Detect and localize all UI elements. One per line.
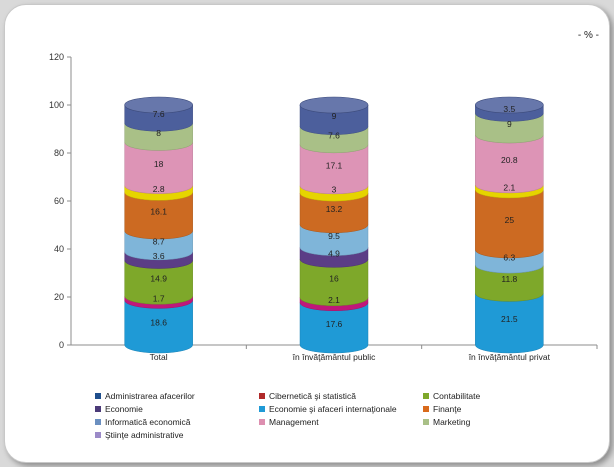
legend-label: Contabilitate bbox=[433, 391, 481, 401]
legend-item: Marketing bbox=[423, 416, 563, 428]
legend-swatch bbox=[95, 432, 101, 438]
data-label: 16 bbox=[329, 274, 339, 284]
data-label: 6.3 bbox=[503, 253, 515, 263]
legend-swatch bbox=[95, 406, 101, 412]
legend-item: Administrarea afacerilor bbox=[95, 390, 235, 402]
data-label: 2.8 bbox=[153, 184, 165, 194]
data-label: 13.2 bbox=[326, 204, 343, 214]
chart-frame: - % - 0 20 40 60 80 100 120 18.6 1.7 14.9 3.6 8.7 16… bbox=[4, 4, 610, 463]
legend-label: Ştiinţe administrative bbox=[105, 430, 184, 440]
data-label: 3.6 bbox=[153, 251, 165, 261]
y-tick-label: 80 bbox=[54, 148, 64, 158]
data-label: 18.6 bbox=[150, 318, 167, 328]
legend-label: Management bbox=[269, 417, 319, 427]
unit-label: - % - bbox=[577, 30, 599, 41]
data-label: 11.8 bbox=[501, 274, 517, 284]
legend-swatch bbox=[423, 419, 429, 425]
data-label: 1.7 bbox=[153, 293, 165, 303]
data-label: 21.5 bbox=[501, 314, 518, 324]
legend-label: Economie şi afaceri internaţionale bbox=[269, 404, 397, 414]
bar-top-cap bbox=[299, 96, 369, 114]
legend-swatch bbox=[95, 419, 101, 425]
legend-item: Contabilitate bbox=[423, 390, 563, 402]
chart-legend: Administrarea afacerilor Cibernetică şi s… bbox=[95, 390, 565, 441]
data-label: 9 bbox=[332, 111, 337, 121]
legend-item: Cibernetică şi statistică bbox=[259, 390, 399, 402]
data-label: 4.9 bbox=[328, 248, 340, 258]
data-label: 20.8 bbox=[501, 155, 518, 165]
legend-swatch bbox=[423, 406, 429, 412]
y-tick-label: 40 bbox=[54, 244, 64, 254]
legend-item: Management bbox=[259, 416, 399, 428]
data-label: 9.5 bbox=[328, 231, 340, 241]
data-label: 17.1 bbox=[326, 160, 343, 170]
legend-label: Economie bbox=[105, 404, 143, 414]
data-label: 3 bbox=[332, 184, 337, 194]
legend-item: Economie bbox=[95, 403, 235, 415]
legend-swatch bbox=[259, 406, 265, 412]
legend-label: Informatică economică bbox=[105, 417, 191, 427]
data-label: 18 bbox=[154, 159, 164, 169]
bar-top-cap bbox=[124, 96, 193, 114]
legend-item: Informatică economică bbox=[95, 416, 235, 428]
x-tick-label: în învăţământul public bbox=[292, 352, 376, 362]
y-tick-label: 60 bbox=[54, 196, 64, 206]
legend-swatch bbox=[423, 393, 429, 399]
data-label: 14.9 bbox=[150, 273, 167, 283]
y-tick-label: 100 bbox=[49, 100, 64, 110]
data-label: 7.6 bbox=[153, 109, 165, 119]
data-label: 7.6 bbox=[328, 131, 340, 141]
y-tick-label: 0 bbox=[59, 340, 64, 350]
legend-swatch bbox=[95, 393, 101, 399]
data-label: 16.1 bbox=[150, 207, 167, 217]
legend-label: Marketing bbox=[433, 417, 471, 427]
legend-item: Economie şi afaceri internaţionale bbox=[259, 403, 399, 415]
data-label: 8.7 bbox=[153, 236, 165, 246]
data-label: 8 bbox=[156, 128, 161, 138]
legend-swatch bbox=[259, 419, 265, 425]
legend-label: Cibernetică şi statistică bbox=[269, 391, 356, 401]
x-tick-label: în învăţământul privat bbox=[468, 352, 551, 362]
stacked-bar-chart: 0 20 40 60 80 100 120 18.6 1.7 14.9 3.6 8.7 16.1 2.8 1… bbox=[49, 52, 598, 362]
data-label: 17.6 bbox=[326, 319, 343, 329]
data-label: 2.1 bbox=[328, 295, 340, 305]
data-label: 2.1 bbox=[503, 182, 515, 192]
legend-swatch bbox=[259, 393, 265, 399]
y-tick-label: 20 bbox=[54, 292, 64, 302]
legend-label: Administrarea afacerilor bbox=[105, 391, 195, 401]
y-tick-label: 120 bbox=[49, 52, 64, 62]
legend-item: Finanţe bbox=[423, 403, 563, 415]
bar-top-cap bbox=[475, 96, 544, 114]
x-tick-label: Total bbox=[150, 352, 168, 362]
legend-item: Ştiinţe administrative bbox=[95, 429, 235, 441]
data-label: 9 bbox=[507, 119, 512, 129]
data-label: 25 bbox=[505, 215, 515, 225]
data-label: 3.5 bbox=[503, 104, 515, 114]
legend-label: Finanţe bbox=[433, 404, 462, 414]
